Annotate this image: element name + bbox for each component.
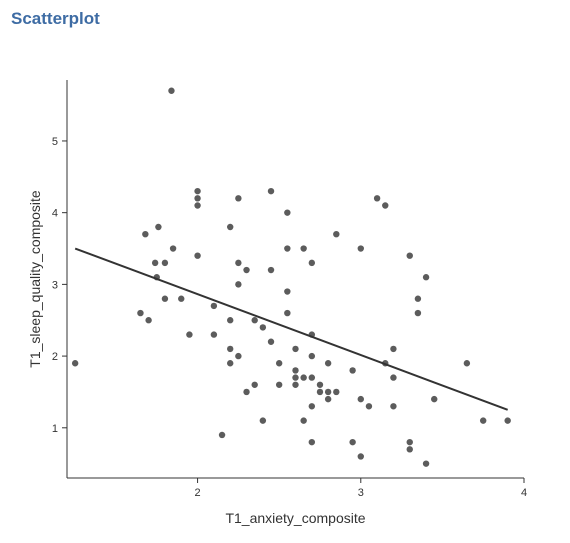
data-point [161,259,169,267]
x-axis-title: T1_anxiety_composite [225,510,365,526]
data-point [142,230,149,238]
data-point [292,367,299,374]
data-point [284,209,291,216]
data-point [390,374,397,381]
data-point [390,403,397,410]
data-point [431,395,438,403]
data-point [235,195,242,202]
data-point [316,381,324,388]
y-tick-label: 1 [52,423,58,435]
data-point [267,187,275,195]
data-point [308,352,316,360]
data-point [259,324,267,331]
data-point [357,395,364,403]
data-point [251,317,258,324]
data-point [422,274,430,281]
data-point [275,360,283,367]
data-point [227,360,234,367]
data-point [300,245,307,252]
data-point [243,388,250,396]
x-tick-label: 3 [358,487,364,499]
data-point [292,345,299,353]
data-point [194,252,201,259]
data-point [406,446,413,453]
data-point [235,259,242,267]
data-point [422,460,430,467]
x-tick-label: 2 [195,487,201,499]
data-point [414,309,422,317]
y-tick-label: 5 [52,136,58,148]
data-point [169,245,177,252]
data-point [235,352,242,360]
data-point [357,245,364,252]
data-point [227,317,234,324]
data-point [324,388,332,396]
data-point [390,345,397,353]
data-point [357,453,364,460]
data-point [292,381,299,388]
data-point [194,195,201,202]
data-point [194,187,201,195]
points-layer [71,87,511,467]
trend-layer [74,247,509,411]
trend-line [74,247,509,411]
data-point [463,360,471,367]
data-point [324,360,332,367]
data-point [243,266,250,274]
data-point [227,345,234,353]
data-point [227,223,234,231]
data-point [292,374,299,381]
data-point [333,388,340,396]
data-point [155,223,162,231]
y-tick-label: 2 [52,351,58,363]
data-point [365,403,373,410]
data-point [194,202,201,209]
data-point [300,374,307,381]
data-point [168,87,175,94]
data-point [382,202,389,209]
data-point [284,288,291,295]
data-point [316,388,324,396]
data-point [300,417,307,424]
data-point [349,367,356,374]
data-point [218,431,226,439]
data-point [308,374,316,381]
data-point [275,381,283,388]
data-point [414,295,422,302]
data-point [406,438,413,446]
axes-layer: 2 3 4 1 2 3 4 5 [52,80,527,499]
data-point [479,417,487,424]
data-point [308,259,316,267]
x-tick-label: 4 [521,487,527,499]
data-point [324,395,332,403]
data-point [161,295,169,302]
data-point [406,252,413,259]
data-point [186,331,193,338]
data-point [284,245,291,252]
page-title: Scatterplot [11,9,100,28]
data-point [308,438,316,446]
y-tick-label: 3 [52,279,58,291]
data-point [178,295,185,302]
data-point [333,230,340,238]
data-point [267,266,275,274]
data-point [145,317,152,324]
data-point [259,417,267,424]
data-point [151,259,159,267]
data-point [308,403,316,410]
data-point [504,417,511,424]
data-point [349,438,356,446]
data-point [210,302,218,310]
y-axis-title: T1_sleep_quality_composite [27,190,43,368]
data-point [137,309,144,317]
data-point [251,381,258,388]
data-point [373,195,381,202]
y-tick-label: 4 [52,208,58,220]
data-point [284,309,291,317]
data-point [235,281,242,288]
data-point [267,338,275,345]
data-point [71,360,79,367]
data-point [210,331,218,338]
